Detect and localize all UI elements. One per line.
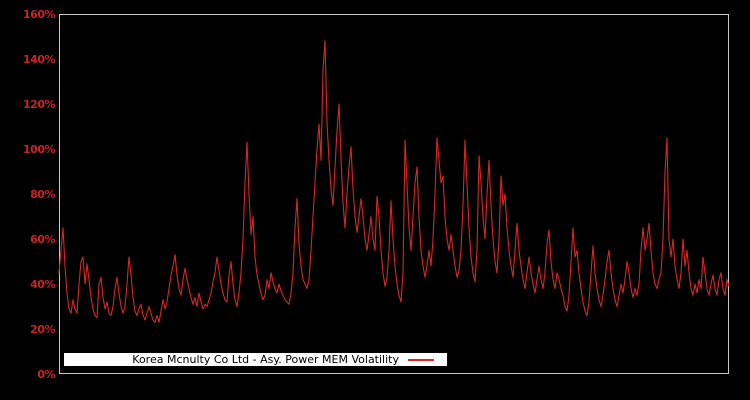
y-axis-tick-label: 80%: [30, 187, 55, 201]
legend-line-sample: [408, 358, 434, 361]
y-axis-tick-label: 20%: [30, 322, 55, 336]
y-axis-tick-label: 40%: [30, 277, 55, 291]
volatility-line-series: [58, 40, 730, 323]
y-axis-tick-label: 120%: [23, 97, 55, 111]
y-axis-tick-label: 0%: [37, 367, 55, 381]
plot-border: [59, 14, 729, 374]
y-axis-tick-label: 60%: [30, 232, 55, 246]
y-axis-tick-label: 140%: [23, 52, 55, 66]
legend-label: Korea Mcnulty Co Ltd - Asy. Power MEM Vo…: [132, 353, 399, 366]
y-axis-tick-label: 100%: [23, 142, 55, 156]
y-axis-tick-label: 160%: [23, 7, 55, 21]
legend: Korea Mcnulty Co Ltd - Asy. Power MEM Vo…: [64, 353, 447, 366]
